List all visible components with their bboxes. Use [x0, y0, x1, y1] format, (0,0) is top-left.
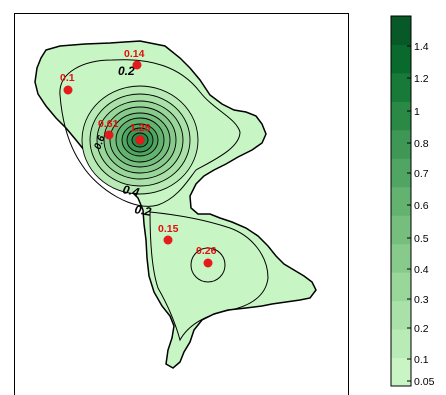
- point-marker: [104, 130, 114, 140]
- contour-line: [126, 127, 154, 153]
- colorbar-band: [391, 243, 411, 273]
- sample-point-1[interactable]: 0.1: [60, 72, 75, 95]
- point-label: 1.28: [130, 122, 151, 134]
- colorbar-band: [391, 129, 411, 159]
- contour-line: [89, 93, 191, 187]
- sample-point-5[interactable]: 0.26: [196, 245, 217, 268]
- colorbar-band: [391, 158, 411, 188]
- point-label: 0.1: [60, 72, 75, 84]
- colorbar-band: [391, 44, 411, 74]
- contour-label: 0.2: [133, 202, 152, 219]
- contour-label: 0.4: [121, 182, 141, 199]
- point-label: 0.14: [124, 48, 145, 60]
- sample-point-2[interactable]: 0.61: [98, 118, 119, 140]
- point-marker: [63, 85, 73, 95]
- point-marker: [135, 135, 145, 145]
- contour-line: [103, 106, 177, 174]
- sample-point-3[interactable]: 1.28: [130, 122, 151, 145]
- land-region: [34, 40, 317, 369]
- sample-point-0[interactable]: 0.14: [124, 48, 145, 70]
- colorbar: [390, 15, 412, 387]
- point-label: 0.26: [196, 245, 217, 257]
- contour-line: [59, 59, 241, 207]
- colorbar-band: [391, 101, 411, 131]
- contour-rings: [81, 85, 199, 195]
- plot-frame: [14, 13, 349, 395]
- colorbar-band: [391, 329, 411, 359]
- sample-point-4[interactable]: 0.15: [158, 223, 179, 245]
- colorbar-tick-label: 0.05: [414, 376, 435, 388]
- point-marker: [203, 258, 213, 268]
- colorbar-tick-label: 0.5: [414, 233, 429, 245]
- colorbar-tick-label: 1.2: [414, 73, 429, 85]
- contour-label: 0.2: [118, 64, 135, 78]
- colorbar-tick-label: 0.2: [414, 323, 429, 335]
- colorbar-band: [391, 16, 411, 45]
- contour-line: [81, 85, 199, 195]
- colorbar-tick-label: 0.3: [414, 294, 429, 306]
- contour-line: [115, 117, 165, 163]
- colorbar-band: [391, 357, 411, 387]
- point-marker: [132, 60, 142, 70]
- colorbar-frame: [390, 15, 412, 387]
- colorbar-tick-label: 0.4: [414, 264, 429, 276]
- contour-line: [131, 132, 149, 148]
- colorbar-tick-label: 0.1: [414, 354, 429, 366]
- colorbar-band: [391, 186, 411, 216]
- colorbar-band: [391, 272, 411, 302]
- colorbar-tick-label: 0.6: [414, 200, 429, 212]
- contour-line: [96, 100, 184, 180]
- point-marker: [163, 235, 173, 245]
- colorbar-tick-label: 1.4: [414, 41, 429, 53]
- contour-line: [121, 123, 159, 157]
- contour-label: 0.6: [92, 134, 107, 151]
- contour-line: [149, 211, 269, 342]
- colorbar-band: [391, 215, 411, 245]
- contour-line: [109, 112, 171, 168]
- colorbar-band: [391, 72, 411, 102]
- colorbar-labels: 1.4 1.2 1 0.8 0.7 0.6 0.5 0.4 0.3 0.2 0.1 0.05: [407, 41, 435, 388]
- colorbar-tick-label: 0.7: [414, 168, 429, 180]
- point-label: 0.61: [98, 118, 119, 130]
- point-label: 0.15: [158, 223, 179, 235]
- colorbar-band: [391, 300, 411, 330]
- colorbar-tick-label: 1: [414, 106, 420, 118]
- contour-line: [190, 247, 226, 283]
- colorbar-tick-label: 0.8: [414, 138, 429, 150]
